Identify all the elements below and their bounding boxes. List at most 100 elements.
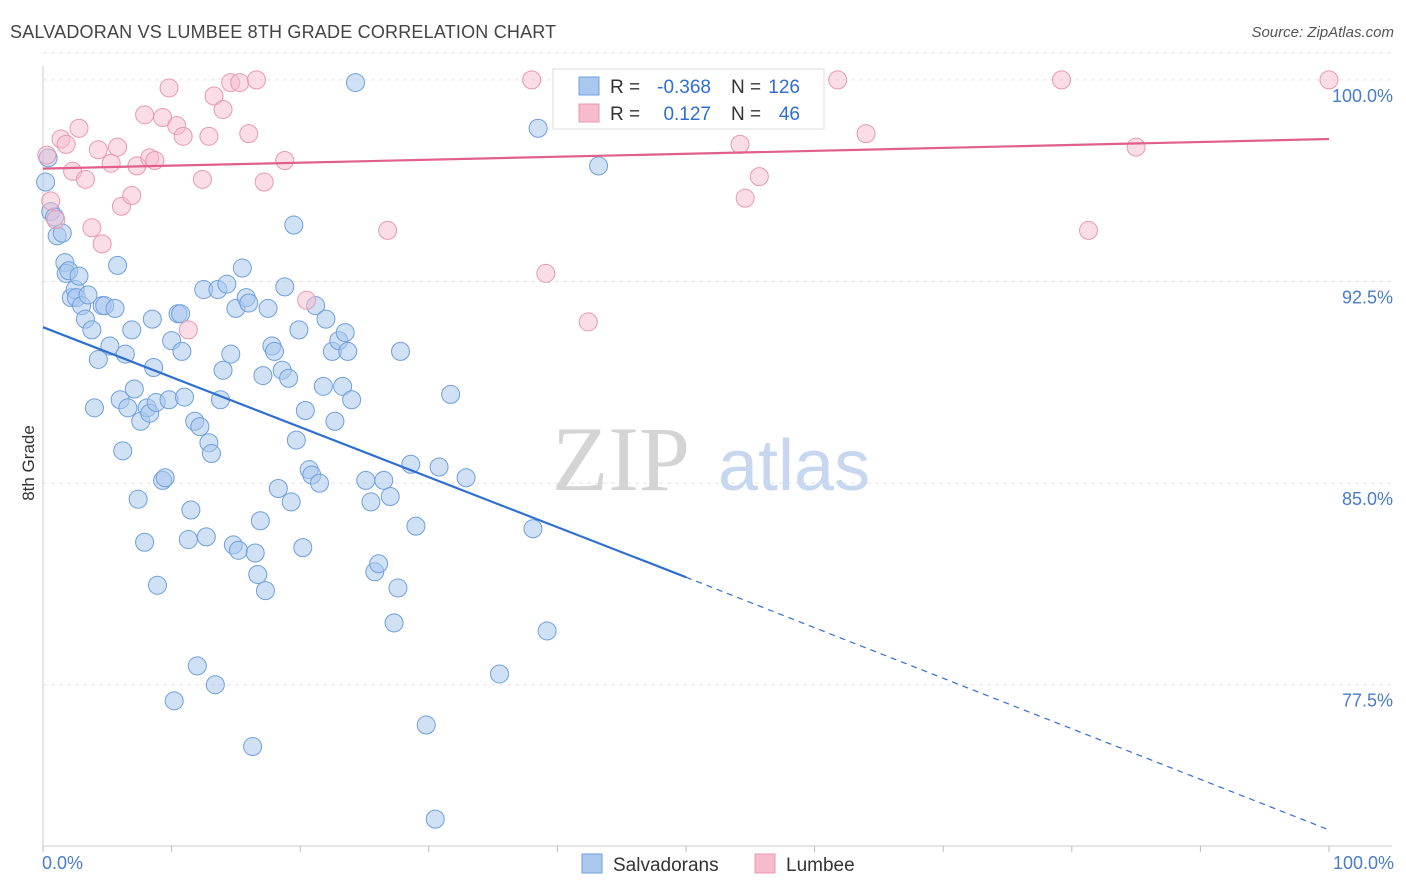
data-point-lumbee	[254, 172, 274, 192]
data-point-salvadorans	[245, 543, 265, 563]
data-point-salvadorans	[309, 473, 329, 493]
data-point-lumbee	[199, 126, 219, 146]
legend-label-salvadorans: Salvadorans	[613, 855, 719, 876]
data-point-salvadorans	[135, 532, 155, 552]
data-point-salvadorans	[264, 341, 284, 361]
data-point-salvadorans	[178, 530, 198, 550]
data-point-lumbee	[92, 234, 112, 254]
y-axis-label: 8th Grade	[19, 425, 38, 501]
data-point-salvadorans	[316, 309, 336, 329]
watermark-zip: ZIP	[552, 408, 690, 510]
data-point-lumbee	[213, 99, 233, 119]
data-point-salvadorans	[284, 215, 304, 235]
data-point-salvadorans	[36, 172, 56, 192]
data-point-salvadorans	[122, 320, 142, 340]
data-point-salvadorans	[228, 540, 248, 560]
data-point-salvadorans	[275, 277, 295, 297]
data-point-lumbee	[46, 210, 66, 230]
data-point-lumbee	[69, 118, 89, 138]
data-point-salvadorans	[255, 581, 275, 601]
data-point-lumbee	[101, 153, 121, 173]
data-point-lumbee	[75, 169, 95, 189]
data-point-salvadorans	[279, 368, 299, 388]
data-point-salvadorans	[456, 468, 476, 488]
trend-line-salvadorans-extension	[685, 576, 1330, 831]
data-point-salvadorans	[108, 255, 128, 275]
stats-r-label-salvadorans: R =	[610, 77, 640, 98]
data-point-lumbee	[275, 151, 295, 171]
data-point-salvadorans	[190, 417, 210, 437]
data-point-salvadorans	[289, 320, 309, 340]
data-point-lumbee	[88, 140, 108, 160]
data-point-salvadorans	[313, 376, 333, 396]
stats-n-value-lumbee: 46	[779, 104, 800, 125]
trend-line-salvadorans	[42, 326, 687, 579]
data-point-salvadorans	[441, 384, 461, 404]
watermark: ZIP atlas	[552, 408, 870, 510]
legend-label-lumbee: Lumbee	[786, 855, 855, 876]
data-point-lumbee	[1126, 137, 1146, 157]
data-point-salvadorans	[374, 470, 394, 490]
data-point-lumbee	[1052, 70, 1072, 90]
series-salvadorans-points	[36, 70, 629, 829]
x-tick-label-min: 0.0%	[42, 853, 83, 873]
data-point-salvadorans	[345, 73, 365, 93]
data-point-salvadorans	[342, 390, 362, 410]
data-point-salvadorans	[187, 656, 207, 676]
data-point-salvadorans	[293, 538, 313, 558]
data-point-salvadorans	[258, 298, 278, 318]
series-lumbee-points	[37, 70, 1339, 340]
data-point-salvadorans	[361, 492, 381, 512]
data-point-salvadorans	[155, 468, 175, 488]
data-point-salvadorans	[243, 737, 263, 757]
stats-swatch-lumbee	[578, 103, 600, 123]
data-point-lumbee	[122, 185, 142, 205]
data-point-salvadorans	[356, 470, 376, 490]
data-point-lumbee	[735, 188, 755, 208]
data-point-lumbee	[297, 290, 317, 310]
watermark-atlas: atlas	[718, 426, 870, 506]
data-point-lumbee	[239, 124, 259, 144]
data-point-salvadorans	[589, 156, 609, 176]
data-point-lumbee	[56, 134, 76, 154]
data-point-salvadorans	[528, 118, 548, 138]
data-point-salvadorans	[391, 341, 411, 361]
stats-n-value-salvadorans: 126	[768, 77, 800, 98]
data-point-salvadorans	[147, 575, 167, 595]
data-point-salvadorans	[88, 349, 108, 369]
source-credit: Source: ZipAtlas.com	[1251, 24, 1394, 41]
data-point-lumbee	[230, 73, 250, 93]
data-point-lumbee	[37, 145, 57, 165]
data-point-salvadorans	[232, 258, 252, 278]
data-point-salvadorans	[113, 441, 133, 461]
data-point-salvadorans	[115, 344, 135, 364]
stats-n-label-lumbee: N =	[731, 104, 761, 125]
data-point-salvadorans	[537, 621, 557, 641]
data-point-lumbee	[204, 86, 224, 106]
data-point-salvadorans	[335, 323, 355, 343]
data-point-salvadorans	[221, 344, 241, 364]
data-point-salvadorans	[164, 691, 184, 711]
data-point-salvadorans	[268, 478, 288, 498]
data-point-salvadorans	[248, 564, 268, 584]
data-point-lumbee	[1079, 220, 1099, 240]
trend-line-lumbee	[42, 137, 1330, 170]
data-point-salvadorans	[172, 341, 192, 361]
data-point-lumbee	[192, 169, 212, 189]
data-point-lumbee	[730, 134, 750, 154]
data-point-salvadorans	[429, 457, 449, 477]
data-point-lumbee	[749, 167, 769, 187]
chart-title: SALVADORAN VS LUMBEE 8TH GRADE CORRELATI…	[10, 22, 557, 42]
stats-n-label-salvadorans: N =	[731, 77, 761, 98]
data-point-salvadorans	[118, 398, 138, 418]
data-point-salvadorans	[159, 390, 179, 410]
data-point-salvadorans	[253, 366, 273, 386]
y-tick-label: 100.0%	[1332, 86, 1393, 106]
data-point-lumbee	[41, 191, 61, 211]
data-point-salvadorans	[523, 519, 543, 539]
data-point-lumbee	[173, 126, 193, 146]
data-point-salvadorans	[171, 304, 191, 324]
data-point-salvadorans	[281, 492, 301, 512]
data-point-salvadorans	[286, 430, 306, 450]
